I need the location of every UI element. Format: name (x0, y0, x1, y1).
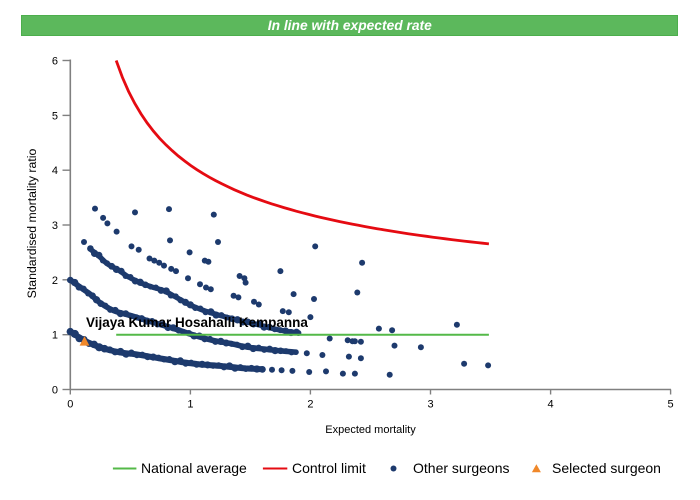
svg-text:6: 6 (52, 56, 58, 68)
svg-text:5: 5 (668, 399, 674, 411)
svg-text:5: 5 (52, 110, 58, 122)
svg-text:Vijaya Kumar Hosahalli Kempann: Vijaya Kumar Hosahalli Kempanna (86, 315, 308, 330)
svg-text:National average: National average (141, 460, 247, 476)
svg-text:Standardised mortality ratio: Standardised mortality ratio (25, 149, 39, 299)
svg-text:3: 3 (427, 399, 433, 411)
svg-text:1: 1 (52, 330, 58, 342)
svg-text:Other surgeons: Other surgeons (413, 460, 510, 476)
svg-text:0: 0 (52, 385, 58, 397)
svg-text:2: 2 (307, 399, 313, 411)
svg-text:Control limit: Control limit (292, 460, 366, 476)
svg-text:2: 2 (52, 275, 58, 287)
svg-text:Expected mortality: Expected mortality (325, 424, 416, 436)
svg-text:4: 4 (548, 399, 554, 411)
svg-text:Selected surgeon: Selected surgeon (552, 460, 661, 476)
svg-text:3: 3 (52, 220, 58, 232)
svg-text:0: 0 (67, 399, 73, 411)
svg-text:4: 4 (52, 165, 58, 177)
svg-text:1: 1 (187, 399, 193, 411)
